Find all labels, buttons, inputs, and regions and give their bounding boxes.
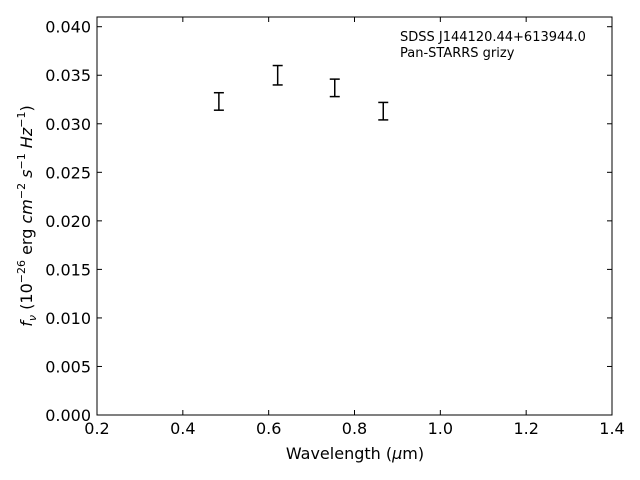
errorbar-point xyxy=(378,101,389,121)
x-tick-label: 0.8 xyxy=(342,419,367,438)
x-tick-label: 1.0 xyxy=(428,419,453,438)
x-tick-label: 0.6 xyxy=(256,419,281,438)
plot-frame xyxy=(96,16,613,416)
y-tick-label: 0.025 xyxy=(45,163,91,182)
x-tick-label: 1.4 xyxy=(599,419,624,438)
annotation: SDSS J144120.44+613944.0 Pan-STARRS griz… xyxy=(400,30,590,61)
x-tick-label: 0.4 xyxy=(170,419,195,438)
errorbar-point xyxy=(213,91,224,111)
errorbar-series xyxy=(213,64,389,121)
x-tick-label: 1.2 xyxy=(513,419,538,438)
y-tick-label: 0.010 xyxy=(45,309,91,328)
x-axis-label: Wavelength (μm) xyxy=(286,444,424,463)
errorbar-point xyxy=(329,78,340,98)
annotation-line-1: SDSS J144120.44+613944.0 xyxy=(400,30,586,45)
y-tick-label: 0.000 xyxy=(45,406,91,425)
y-tick-label: 0.015 xyxy=(45,260,91,279)
y-tick-label: 0.020 xyxy=(45,212,91,231)
x-tick-label: 0.2 xyxy=(84,419,109,438)
y-tick-label: 0.040 xyxy=(45,18,91,37)
y-ticks: 0.000 0.005 0.010 0.015 0.020 0.025 0.030 0.035… xyxy=(45,18,612,425)
y-tick-label: 0.030 xyxy=(45,115,91,134)
y-tick-label: 0.005 xyxy=(45,357,91,376)
y-axis-label: fν (10−26 erg cm−2 s−1 Hz−1) xyxy=(15,105,39,326)
errorbar-point xyxy=(272,64,283,86)
x-ticks: 0.2 0.4 0.6 0.8 1.0 1.2 1.4 xyxy=(84,17,625,438)
y-tick-label: 0.035 xyxy=(45,66,91,85)
annotation-line-2: Pan-STARRS grizy xyxy=(400,46,515,61)
